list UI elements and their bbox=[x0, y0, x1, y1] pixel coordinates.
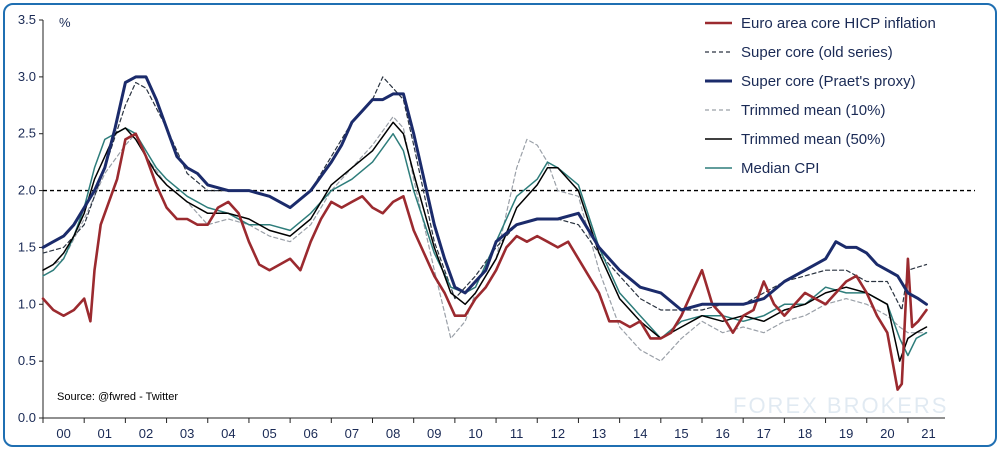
chart-frame: % 0.0 0.5 1.0 1.5 2.0 2.5 3.0 3.5 00 01 02 03 04 05 06… bbox=[3, 3, 997, 447]
y-tick-label: 0.5 bbox=[18, 353, 36, 368]
series-line-2 bbox=[41, 75, 928, 312]
x-tick-label: 11 bbox=[510, 426, 524, 441]
x-tick-label: 15 bbox=[674, 426, 688, 441]
x-tick-label: 10 bbox=[468, 426, 482, 441]
y-tick-label: 1.0 bbox=[18, 296, 36, 311]
x-tick-label: 07 bbox=[345, 426, 359, 441]
legend: Euro area core HICP inflation Super core … bbox=[705, 15, 936, 177]
legend-label: Median CPI bbox=[741, 160, 819, 177]
x-tick-label: 01 bbox=[98, 426, 112, 441]
legend-label: Trimmed mean (10%) bbox=[741, 102, 885, 119]
series-line-4 bbox=[42, 121, 928, 362]
x-tick-label: 09 bbox=[427, 426, 441, 441]
x-tick-label: 04 bbox=[221, 426, 235, 441]
y-tick-label: 3.0 bbox=[18, 69, 36, 84]
legend-label: Trimmed mean (50%) bbox=[741, 131, 885, 148]
legend-label: Super core (old series) bbox=[741, 44, 893, 61]
x-tick-label: 21 bbox=[921, 426, 935, 441]
x-tick-label: 03 bbox=[180, 426, 194, 441]
y-tick-label: 3.5 bbox=[18, 12, 36, 27]
series-line-0 bbox=[41, 132, 928, 391]
y-tick-label: 2.0 bbox=[18, 183, 36, 198]
watermark: FOREX BROKERS bbox=[733, 393, 948, 418]
x-tick-label: 06 bbox=[303, 426, 317, 441]
x-tick-label: 18 bbox=[798, 426, 812, 441]
legend-label: Euro area core HICP inflation bbox=[741, 15, 936, 32]
watermark-text: FOREX BROKERS bbox=[733, 393, 948, 418]
x-tick-label: 13 bbox=[592, 426, 606, 441]
x-tick-label: 08 bbox=[386, 426, 400, 441]
x-tick-label: 12 bbox=[551, 426, 565, 441]
x-tick-label: 05 bbox=[262, 426, 276, 441]
x-tick-label: 16 bbox=[715, 426, 729, 441]
series-group bbox=[41, 75, 928, 391]
axes: % 0.0 0.5 1.0 1.5 2.0 2.5 3.0 3.5 00 01 02 03 04 05 06… bbox=[18, 12, 945, 441]
x-tick-label: 17 bbox=[757, 426, 771, 441]
y-tick-label: 0.0 bbox=[18, 410, 36, 425]
x-tick-label: 02 bbox=[139, 426, 153, 441]
y-axis-label: % bbox=[59, 15, 71, 30]
x-tick-label: 14 bbox=[633, 426, 647, 441]
y-tick-label: 1.5 bbox=[18, 239, 36, 254]
source-note: Source: @fwred - Twitter bbox=[57, 391, 178, 403]
x-tick-label: 20 bbox=[880, 426, 894, 441]
legend-label: Super core (Praet's proxy) bbox=[741, 73, 916, 90]
x-tick-label: 19 bbox=[839, 426, 853, 441]
x-tick-label: 00 bbox=[56, 426, 70, 441]
y-tick-label: 2.5 bbox=[18, 126, 36, 141]
chart-canvas: % 0.0 0.5 1.0 1.5 2.0 2.5 3.0 3.5 00 01 02 03 04 05 06… bbox=[18, 12, 975, 441]
